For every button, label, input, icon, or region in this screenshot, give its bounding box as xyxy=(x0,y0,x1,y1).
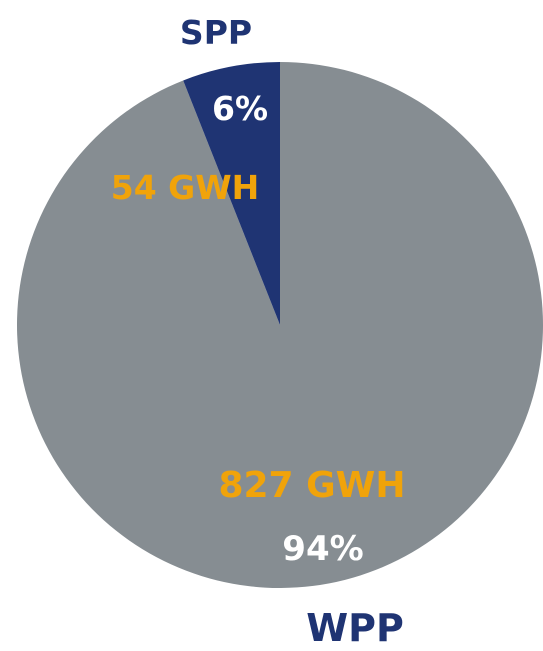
spp-percent-label: 6% xyxy=(212,89,268,128)
spp-value-label: 54 GWH xyxy=(111,168,260,207)
spp-slice xyxy=(183,62,280,325)
wpp-percent-label: 94% xyxy=(282,529,363,569)
pie-labels: SPP 6% 54 GWH 827 GWH 94% WPP xyxy=(111,13,406,650)
wpp-category-label: WPP xyxy=(306,606,404,647)
pie-slices xyxy=(17,62,543,588)
spp-category-label: SPP xyxy=(180,13,252,52)
wpp-value-label: 827 GWH xyxy=(218,465,405,506)
wpp-slice xyxy=(17,62,543,588)
